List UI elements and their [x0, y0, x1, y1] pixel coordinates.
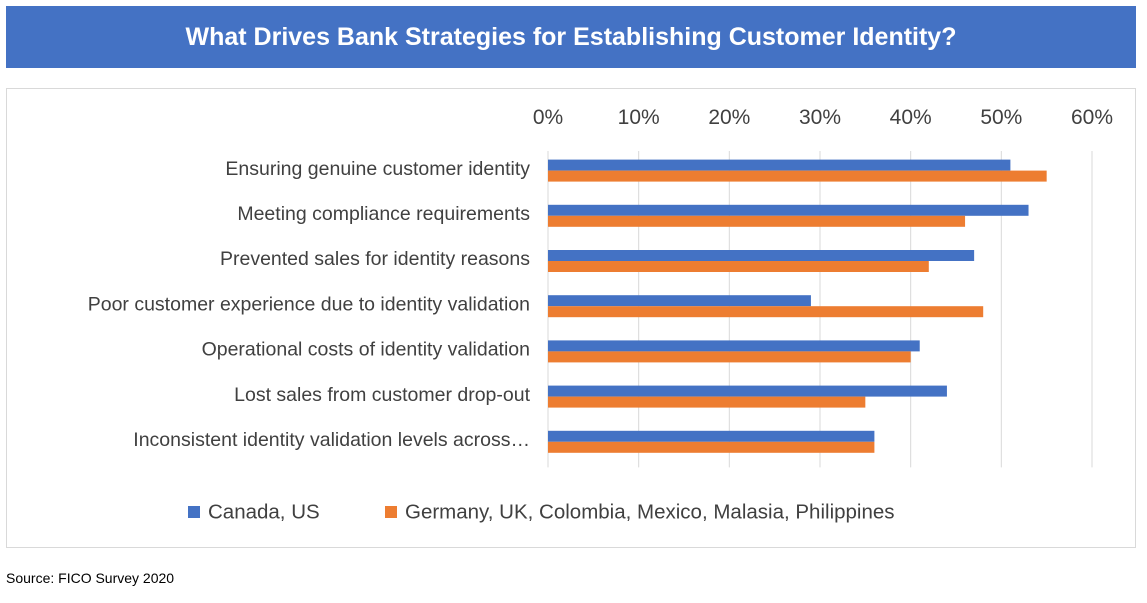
bar-series-2	[548, 441, 875, 453]
legend-swatch	[188, 506, 200, 518]
bar-series-1	[548, 250, 975, 261]
category-label: Prevented sales for identity reasons	[220, 248, 530, 270]
bar-series-2	[548, 396, 866, 408]
x-tick-label: 30%	[799, 106, 841, 129]
chart-title-bar: What Drives Bank Strategies for Establis…	[6, 6, 1136, 68]
category-label: Ensuring genuine customer identity	[225, 158, 530, 180]
category-label: Lost sales from customer drop-out	[234, 384, 530, 406]
bar-series-1	[548, 159, 1011, 171]
x-tick-label: 10%	[618, 106, 660, 129]
bar-series-2	[548, 351, 911, 363]
x-tick-label: 0%	[533, 106, 563, 129]
category-label: Operational costs of identity validation	[202, 339, 530, 361]
bar-series-1	[548, 430, 875, 442]
x-tick-label: 50%	[980, 106, 1022, 129]
bar-chart: 0% 10% 20% 30% 40% 50% 60% Ensuring genuine cus…	[88, 106, 1113, 523]
bar-series-2	[548, 215, 966, 227]
x-tick-label: 60%	[1071, 106, 1113, 129]
bar-series-1	[548, 385, 947, 397]
x-tick-label: 20%	[708, 106, 750, 129]
bar-series-1	[548, 340, 920, 352]
category-label: Meeting compliance requirements	[237, 203, 530, 225]
category-label: Inconsistent identity validation levels …	[133, 429, 530, 451]
bar-series-2	[548, 306, 984, 318]
legend-label: Canada, US	[208, 500, 320, 523]
bar-series-2	[548, 170, 1047, 182]
chart-title: What Drives Bank Strategies for Establis…	[185, 22, 957, 51]
bar-series-2	[548, 261, 929, 272]
bar-series-1	[548, 295, 811, 307]
chart-frame: 0% 10% 20% 30% 40% 50% 60% Ensuring genuine cus…	[6, 88, 1136, 548]
legend-label: Germany, UK, Colombia, Mexico, Malasia, …	[405, 500, 895, 523]
source-note: Source: FICO Survey 2020	[6, 570, 175, 586]
category-label: Poor customer experience due to identity…	[88, 293, 530, 315]
legend-swatch	[385, 506, 397, 518]
bar-series-1	[548, 204, 1029, 216]
x-tick-label: 40%	[890, 106, 932, 129]
